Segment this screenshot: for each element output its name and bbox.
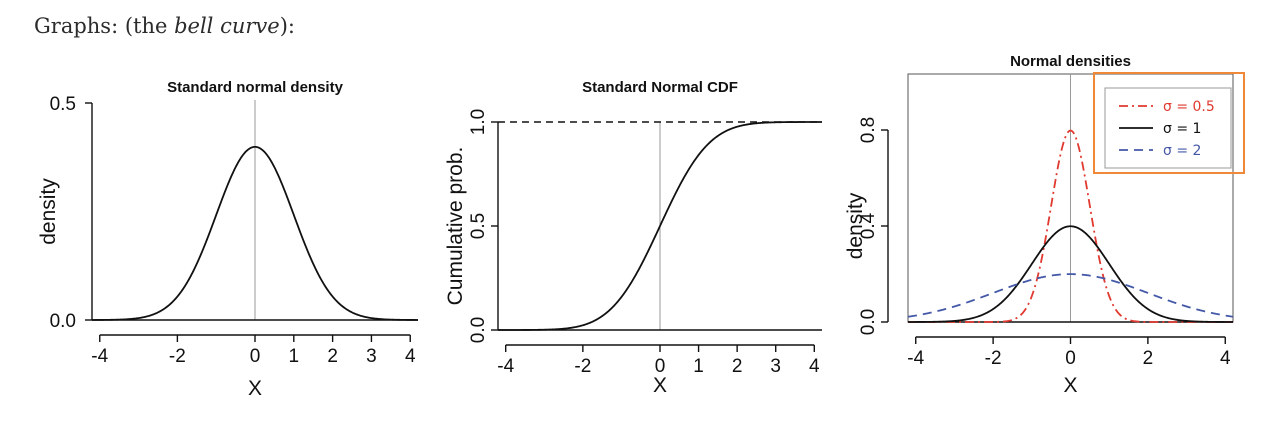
y-tick-label: 0.0 (468, 317, 489, 343)
x-tick-label: -2 (574, 356, 591, 377)
y-tick-label: 0.5 (468, 213, 489, 239)
y-axis-label: Cumulative prob. (444, 147, 467, 306)
x-tick-label: 0 (250, 346, 261, 367)
y-tick-label: 0.4 (858, 212, 879, 239)
x-tick-label: 4 (1220, 348, 1231, 369)
x-tick-label: 1 (289, 346, 300, 367)
x-tick-label: 3 (366, 346, 377, 367)
y-tick-label: 0.0 (50, 311, 76, 332)
caption-prefix: Graphs: (the (34, 14, 175, 38)
chart-normal-densities: Normal densities -4 -2 0 2 4 X 0.0 0.4 0.8 density… (844, 53, 1245, 397)
y-axis-label: density (37, 178, 60, 245)
series-line-0 (498, 121, 822, 331)
x-tick-label: -2 (985, 348, 1002, 369)
x-axis-label: X (1063, 374, 1077, 397)
x-tick-label: -2 (169, 346, 186, 367)
y-axis-label: density (844, 192, 867, 259)
x-tick-label: 4 (809, 356, 820, 377)
x-tick-label: -4 (497, 356, 514, 377)
x-tick-label: 0 (1065, 348, 1076, 369)
caption-suffix: ): (279, 14, 295, 38)
legend-label: σ = 1 (1163, 121, 1201, 137)
chart-title: Standard Normal CDF (582, 79, 738, 96)
chart-title: Standard normal density (167, 79, 344, 96)
page-caption: Graphs: (the bell curve): (34, 14, 295, 38)
series-line-sd-0-5 (908, 129, 1233, 323)
chart-title: Normal densities (1010, 53, 1131, 70)
x-axis-label: X (653, 374, 667, 397)
x-tick-label: 2 (1143, 348, 1154, 369)
legend-label: σ = 0.5 (1163, 99, 1215, 115)
caption-emphasis: bell curve (174, 14, 280, 38)
x-axis-label: X (248, 377, 262, 400)
chart-standard-normal-density: Standard normal density -4 -2 0 1 2 3 4 X 0.0 0.5 d… (37, 79, 418, 400)
legend-label: σ = 2 (1163, 143, 1201, 159)
y-tick-label: 0.5 (50, 94, 76, 115)
x-tick-label: 2 (732, 356, 743, 377)
y-tick-label: 0.0 (858, 309, 879, 335)
chart-standard-normal-cdf: Standard Normal CDF -4 -2 0 1 2 3 4 X 0.0 0.5 1.0Cu… (444, 79, 822, 397)
y-tick-label: 0.8 (858, 117, 879, 143)
x-tick-label: -4 (907, 348, 924, 369)
series-line-sd-2 (907, 273, 1234, 318)
x-tick-label: 1 (693, 356, 704, 377)
legend-highlight-frame (1093, 72, 1245, 174)
x-tick-label: 3 (770, 356, 781, 377)
x-tick-label: -4 (91, 346, 108, 367)
series-line-sd-1 (907, 225, 1234, 323)
y-tick-label: 1.0 (468, 109, 489, 135)
x-tick-label: 0 (655, 356, 666, 377)
x-tick-label: 2 (327, 346, 338, 367)
x-tick-label: 4 (405, 346, 416, 367)
series-line-0 (92, 145, 418, 321)
